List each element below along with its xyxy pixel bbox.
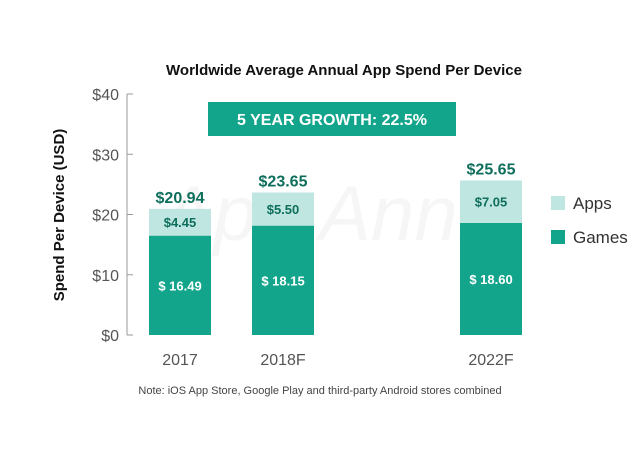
- y-axis: $0 $10 $20 $30 $40: [92, 87, 133, 345]
- bar-apps-2018F: [252, 192, 314, 226]
- x-tick-label: 2018F: [260, 352, 306, 369]
- legend-swatch-apps: [551, 196, 565, 210]
- data-label-games: $ 16.49: [158, 278, 201, 293]
- legend-label-apps: Apps: [573, 194, 612, 213]
- legend-swatch-games: [551, 230, 565, 244]
- legend-label-games: Games: [573, 228, 628, 247]
- bar-apps-2017: [149, 208, 211, 236]
- annotation-text: 5 YEAR GROWTH: 22.5%: [237, 112, 427, 129]
- bars-group: $ 16.49 $4.45 $20.94 2017 $ 18.15 $5.50 $23.65…: [149, 161, 522, 369]
- data-label-apps: $7.05: [475, 195, 508, 210]
- data-label-games: $ 18.15: [261, 273, 304, 288]
- growth-annotation: 5 YEAR GROWTH: 22.5%: [208, 102, 456, 136]
- y-tick-label: $10: [92, 268, 119, 285]
- y-tick-label: $30: [92, 147, 119, 164]
- x-tick-label: 2017: [162, 352, 198, 369]
- data-label-total: $25.65: [467, 161, 516, 178]
- bar-games-2017: [149, 235, 211, 335]
- y-axis-label: Spend Per Device (USD): [51, 129, 68, 302]
- x-tick-label: 2022F: [468, 352, 514, 369]
- y-tick-label: $40: [92, 87, 119, 104]
- data-label-games: $ 18.60: [469, 272, 512, 287]
- bar-games-2022F: [460, 222, 522, 335]
- data-label-apps: $5.50: [267, 202, 300, 217]
- footnote: Note: iOS App Store, Google Play and thi…: [138, 385, 502, 397]
- legend: Apps Games: [551, 194, 628, 247]
- data-label-apps: $4.45: [164, 215, 197, 230]
- y-tick-label: $0: [101, 328, 119, 345]
- bar-games-2018F: [252, 225, 314, 335]
- data-label-total: $20.94: [156, 190, 205, 207]
- data-label-total: $23.65: [259, 174, 308, 191]
- bar-apps-2022F: [460, 180, 522, 223]
- y-tick-label: $20: [92, 208, 119, 225]
- chart-title: Worldwide Average Annual App Spend Per D…: [166, 62, 522, 79]
- bar-chart: Worldwide Average Annual App Spend Per D…: [51, 62, 628, 369]
- annotation-box: [208, 102, 456, 136]
